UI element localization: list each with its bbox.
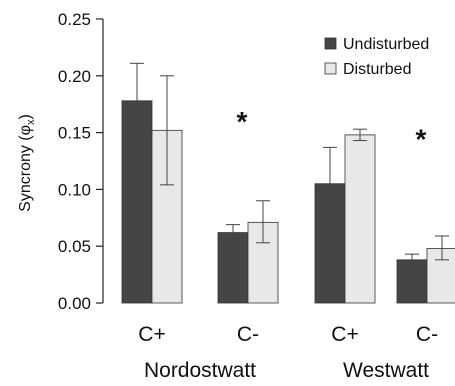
- axis-layer: 0.00 0.05 0.10 0.15 0.20 0.25: [58, 10, 104, 313]
- error-bar: [160, 75, 174, 186]
- bar-undisturbed: [396, 259, 428, 304]
- error-bar: [435, 235, 449, 261]
- error-bar: [323, 146, 337, 221]
- bar-undisturbed: [217, 232, 249, 304]
- group-label: Nordostwatt: [144, 359, 256, 382]
- legend-label-undisturbed: Undisturbed: [343, 36, 429, 53]
- labels-layer: C+ C- Nordostwatt C+ C- Westwatt * *: [138, 106, 438, 382]
- group-label: Westwatt: [343, 359, 429, 382]
- bar-disturbed: [344, 134, 376, 304]
- legend: Undisturbed Disturbed: [324, 36, 429, 78]
- y-tick-label: 0.05: [58, 237, 91, 256]
- category-label: C+: [331, 323, 358, 346]
- y-tick-label: 0.20: [58, 67, 91, 86]
- category-label: C-: [416, 323, 438, 346]
- y-tick-label: 0.25: [58, 10, 91, 29]
- y-tick-label: 0.00: [58, 294, 91, 313]
- legend-label-disturbed: Disturbed: [343, 61, 411, 78]
- legend-swatch-undisturbed: [324, 37, 337, 50]
- category-label: C-: [237, 323, 259, 346]
- y-axis-title: Syncrony (φx): [17, 114, 37, 212]
- bars-layer: [121, 62, 455, 304]
- bar-undisturbed: [314, 183, 346, 304]
- error-bar: [405, 253, 419, 267]
- error-bar: [130, 62, 144, 137]
- bar-disturbed: [426, 248, 455, 304]
- error-bar: [256, 200, 270, 244]
- significance-marker: *: [237, 106, 248, 137]
- legend-swatch-disturbed: [324, 62, 337, 75]
- significance-marker: *: [416, 123, 427, 154]
- error-bar: [353, 128, 367, 142]
- error-bar: [226, 224, 240, 240]
- category-label: C+: [138, 323, 165, 346]
- y-tick-label: 0.10: [58, 180, 91, 199]
- y-tick-label: 0.15: [58, 124, 91, 143]
